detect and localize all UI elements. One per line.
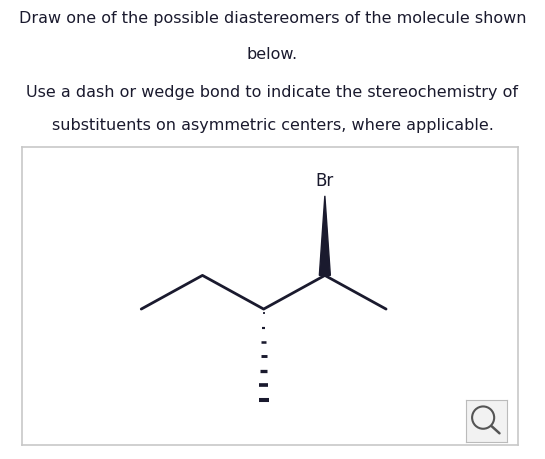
Text: below.: below. [247, 47, 298, 62]
Text: Draw one of the possible diastereomers of the molecule shown: Draw one of the possible diastereomers o… [19, 11, 526, 26]
Polygon shape [319, 196, 330, 275]
Text: Use a dash or wedge bond to indicate the stereochemistry of: Use a dash or wedge bond to indicate the… [27, 85, 518, 101]
Text: substituents on asymmetric centers, where applicable.: substituents on asymmetric centers, wher… [52, 118, 493, 134]
Text: Br: Br [316, 172, 334, 190]
